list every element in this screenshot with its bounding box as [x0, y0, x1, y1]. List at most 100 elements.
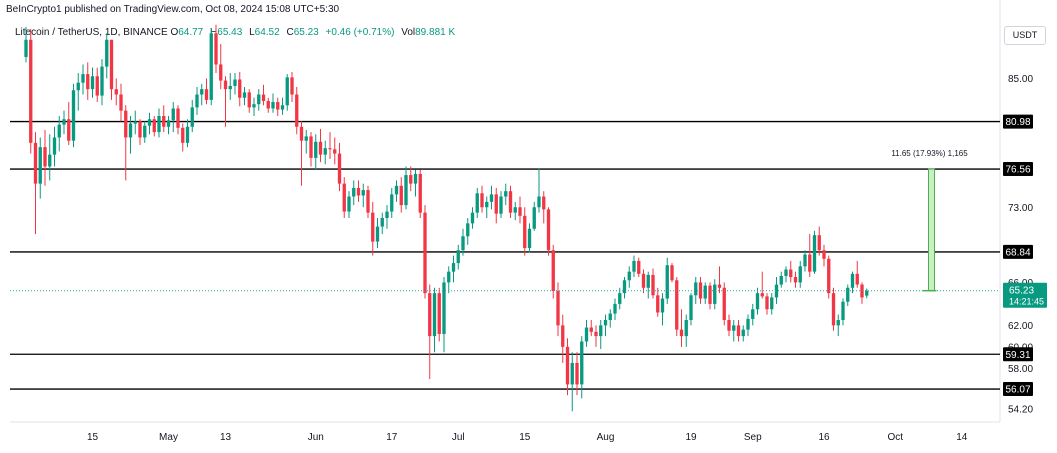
candle-body — [580, 341, 584, 385]
candle — [138, 119, 142, 145]
change-value: +0.46 (+0.71%) — [325, 27, 395, 38]
candle-body — [660, 298, 665, 313]
candle — [86, 62, 90, 100]
candle — [660, 293, 665, 326]
candle — [751, 303, 755, 326]
price-tick-label: 58.00 — [1008, 364, 1033, 375]
candle — [508, 185, 513, 218]
candle-body — [589, 327, 593, 332]
candle-body — [694, 282, 698, 296]
candle — [527, 223, 532, 253]
candle-body — [542, 196, 546, 210]
candle-body — [238, 79, 242, 98]
candle-body — [290, 77, 294, 95]
candle — [447, 266, 451, 294]
time-axis-label: Aug — [597, 432, 615, 443]
candle-body — [789, 269, 793, 278]
candle-body — [646, 274, 650, 288]
candle-body — [371, 212, 375, 242]
candle-body — [632, 260, 636, 272]
candle — [551, 244, 555, 299]
candle-body — [57, 124, 61, 138]
candle-body — [442, 282, 446, 334]
candle — [124, 105, 128, 181]
currency-button[interactable]: USDT — [1004, 26, 1046, 45]
candle-body — [195, 94, 199, 108]
candle-body — [736, 325, 741, 337]
candle-body — [684, 320, 688, 337]
candle — [43, 129, 47, 186]
candle-body — [499, 196, 503, 214]
candle — [850, 271, 855, 294]
candle-body — [62, 119, 66, 125]
high-value: 65.43 — [217, 27, 243, 38]
candle — [337, 142, 342, 192]
candle-body — [717, 284, 722, 288]
horizontal-level-label: 80.98 — [1005, 117, 1030, 128]
price-tick-label: 85.00 — [1008, 74, 1033, 85]
candle-body — [451, 263, 456, 272]
candle-body — [551, 250, 555, 292]
candle-body — [333, 149, 337, 154]
candle — [333, 137, 337, 165]
candle-body — [152, 119, 156, 133]
candle-body — [52, 137, 57, 155]
candle-body — [846, 287, 850, 302]
candle-body — [157, 116, 161, 133]
candle-body — [342, 183, 346, 212]
candle — [181, 123, 185, 152]
horizontal-level-label: 76.56 — [1005, 165, 1030, 176]
candle — [252, 97, 256, 116]
candle-body — [361, 190, 365, 196]
candle-body — [423, 212, 427, 294]
candle — [789, 260, 793, 283]
candle-body — [523, 215, 527, 249]
candle — [603, 314, 608, 337]
candle — [475, 187, 479, 218]
candle-body — [570, 362, 574, 385]
candle-body — [594, 331, 598, 337]
candle — [451, 255, 456, 283]
candle — [247, 89, 251, 113]
candle — [276, 97, 280, 116]
candle — [608, 309, 612, 328]
candle-body — [803, 254, 807, 267]
candle — [257, 89, 261, 111]
candle — [442, 277, 446, 353]
candle — [95, 67, 99, 103]
candle-body — [33, 142, 38, 184]
candle — [223, 76, 228, 127]
candle — [822, 244, 826, 267]
candle — [812, 230, 817, 274]
candle-body — [261, 94, 266, 101]
candle — [755, 287, 760, 315]
candle-body — [43, 147, 47, 167]
candle — [784, 266, 788, 283]
candle — [836, 314, 840, 337]
candle — [746, 314, 750, 337]
candle — [176, 105, 180, 135]
candle-body — [432, 293, 437, 337]
candle-body — [138, 121, 142, 138]
candle — [171, 102, 175, 133]
candle-body — [309, 136, 313, 158]
candle-body — [827, 258, 831, 294]
candle-body — [466, 223, 470, 237]
candle-body — [390, 194, 394, 212]
candle-body — [162, 116, 166, 127]
candle-body — [375, 226, 380, 242]
candle — [423, 205, 427, 299]
candle-body — [641, 273, 646, 288]
candle-body — [295, 94, 299, 127]
candle — [485, 196, 489, 218]
candle-body — [428, 293, 432, 337]
candle-body — [24, 39, 28, 57]
candle-body — [209, 33, 213, 100]
time-axis-label: 15 — [519, 432, 531, 443]
last-price-label: 65.23 — [1009, 286, 1034, 297]
candle-body — [513, 207, 517, 213]
candle — [200, 83, 204, 106]
candle-body — [356, 187, 361, 196]
candle-body — [29, 39, 33, 143]
